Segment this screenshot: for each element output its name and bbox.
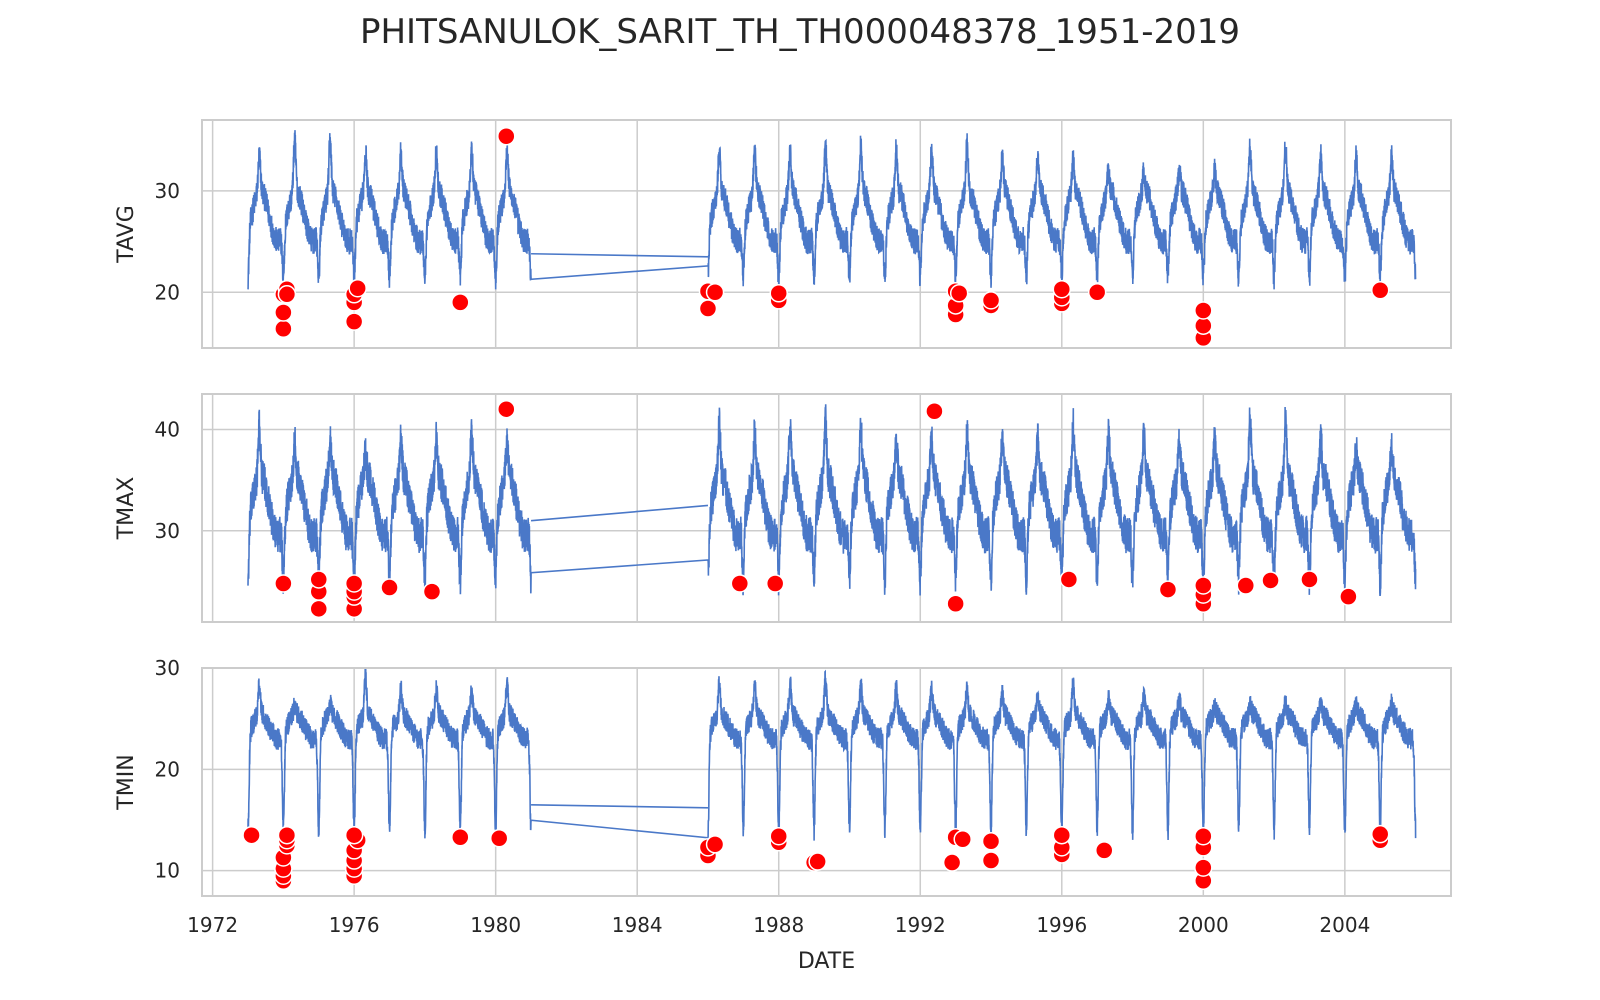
y-axis-label: TMAX: [114, 477, 139, 541]
outlier-point: [769, 284, 788, 303]
chart-title: PHITSANULOK_SARIT_TH_TH000048378_1951-20…: [359, 12, 1240, 52]
panels-layer: 20 30 TAVG 30 40 TMAX 10 20 30 TMIN: [114, 119, 1452, 897]
x-tick-label: 1976: [329, 913, 380, 937]
outlier-point: [942, 853, 962, 872]
outlier-point: [451, 293, 470, 312]
y-tick-label: 10: [155, 859, 180, 883]
outlier-point: [730, 574, 750, 593]
x-tick-label: 1988: [753, 913, 804, 937]
outlier-point: [1052, 279, 1072, 299]
outlier-point: [765, 574, 785, 593]
outlier-point: [277, 285, 297, 304]
outlier-point: [348, 278, 367, 298]
outlier-point: [925, 401, 944, 421]
panel-tmax: 30 40 TMAX: [114, 393, 1452, 623]
outlier-point: [497, 126, 516, 146]
y-tick-label: 40: [155, 417, 180, 441]
x-tick-label: 1980: [470, 913, 521, 937]
outlier-point: [489, 828, 509, 848]
outlier-point: [242, 825, 261, 845]
outlier-point: [808, 852, 827, 871]
outlier-point: [274, 574, 293, 593]
outlier-point: [981, 851, 1001, 870]
series-line-tavg: [247, 130, 1417, 290]
y-tick-label: 30: [155, 519, 180, 543]
y-axis-label: TAVG: [114, 205, 139, 263]
outlier-point: [981, 291, 1001, 310]
outlier-point: [309, 570, 329, 589]
outlier-point: [946, 594, 965, 614]
panel-frame: [201, 667, 1452, 897]
outlier-point: [380, 578, 399, 597]
x-tick-label: 1992: [895, 913, 946, 937]
outlier-point: [705, 835, 725, 854]
outlier-point: [1300, 570, 1319, 589]
outlier-point: [422, 582, 442, 601]
outlier-point: [1236, 576, 1256, 595]
x-axis: DATE 1972 1976 1980 1984 1988 1992 1996 2000 200…: [187, 913, 1370, 974]
outlier-point: [698, 299, 718, 318]
outlier-point: [949, 284, 969, 303]
x-tick-label: 1972: [187, 913, 238, 937]
gap-connector-line: [531, 252, 708, 258]
panel-tavg: 20 30 TAVG: [114, 119, 1452, 349]
outlier-point: [274, 303, 293, 322]
outlier-point: [497, 399, 516, 419]
outlier-point: [1339, 587, 1358, 606]
series-line-tmax: [247, 404, 1417, 597]
outlier-point: [1158, 580, 1178, 599]
outlier-point: [705, 283, 725, 302]
x-tick-label: 2004: [1319, 913, 1370, 937]
outlier-point: [277, 825, 297, 845]
outlier-point: [1261, 571, 1280, 590]
outlier-point: [1194, 301, 1213, 320]
panel-tmin: 10 20 30 TMIN: [114, 656, 1452, 897]
outlier-point: [344, 574, 364, 593]
outlier-point: [1194, 576, 1213, 595]
outlier-point: [953, 830, 972, 849]
y-tick-label: 30: [155, 656, 180, 680]
outlier-point: [309, 599, 329, 619]
x-tick-label: 2000: [1178, 913, 1229, 937]
panel-frame: [201, 393, 1452, 623]
outlier-point: [274, 319, 293, 338]
outlier-point: [1095, 841, 1114, 860]
x-tick-label: 1996: [1036, 913, 1087, 937]
x-tick-label: 1984: [612, 913, 663, 937]
outlier-point: [769, 826, 788, 846]
outlier-point: [451, 827, 470, 847]
outlier-point: [344, 825, 364, 845]
outlier-point: [344, 312, 364, 331]
series-line-tmin: [247, 668, 1417, 841]
outlier-point: [1059, 570, 1079, 589]
gap-connector-line: [530, 504, 709, 522]
outlier-point: [1194, 826, 1213, 846]
outlier-point: [1194, 858, 1213, 877]
y-tick-label: 20: [155, 757, 180, 781]
x-axis-label: DATE: [798, 949, 855, 974]
y-tick-label: 30: [155, 179, 180, 203]
outlier-point: [1087, 283, 1107, 302]
outlier-point: [1052, 825, 1072, 845]
y-tick-label: 20: [155, 280, 180, 304]
outlier-point: [981, 832, 1001, 851]
panel-frame: [201, 119, 1452, 349]
outlier-point: [1370, 824, 1390, 844]
y-axis-label: TMIN: [114, 754, 139, 810]
outlier-point: [1370, 280, 1390, 300]
gap-connector-line: [531, 804, 708, 809]
